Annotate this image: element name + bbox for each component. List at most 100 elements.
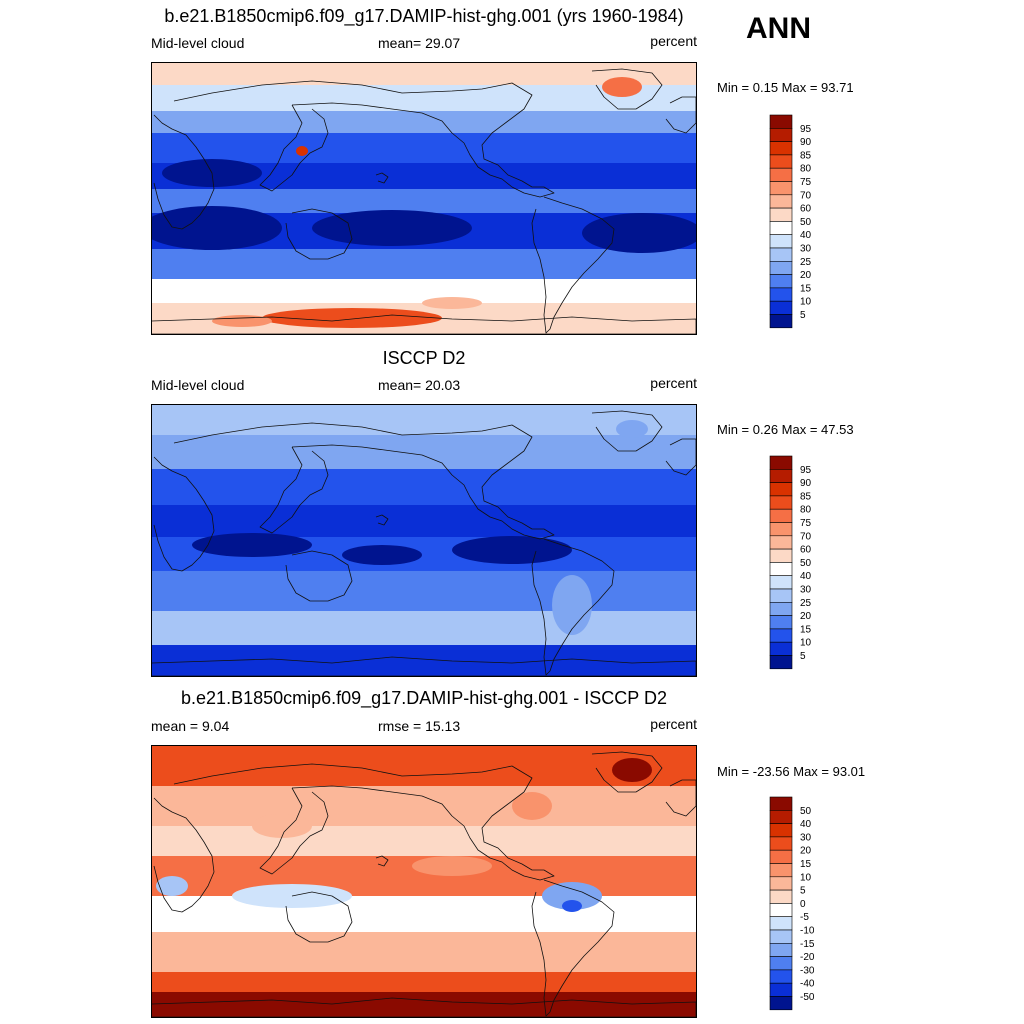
coastline [259, 104, 329, 192]
colorbar-label: 40 [800, 819, 812, 830]
contour-region [542, 882, 602, 910]
colorbar-label: 10 [800, 638, 812, 649]
contour-region [602, 77, 642, 97]
contour-band [152, 279, 696, 303]
contour-region [612, 758, 652, 782]
colorbar-label: 80 [800, 505, 812, 516]
coastline [285, 891, 353, 943]
colorbar-label: 20 [800, 270, 812, 281]
coastline [591, 68, 663, 110]
contour-region [252, 814, 312, 838]
panel-2-colorbar-svg: 95 90 85 80 75 70 60 50 40 30 25 20 15 10 5 [769, 455, 812, 670]
colorbar-box [769, 641, 793, 656]
panel-3-map-plot [152, 746, 696, 1017]
panel-3-map [151, 745, 697, 1018]
colorbar-label: 90 [800, 137, 812, 148]
colorbar-label: 40 [800, 571, 812, 582]
colorbar-box [769, 876, 793, 891]
colorbar-box [769, 508, 793, 523]
contour-region [156, 876, 188, 896]
panel-1-map-plot [152, 63, 696, 334]
colorbar-label: 80 [800, 164, 812, 175]
coastline [531, 879, 615, 1017]
coastline [152, 656, 696, 676]
panel-1-mean: mean= 29.07 [378, 35, 461, 51]
panel-1-variable: Mid-level cloud [151, 35, 245, 51]
colorbar-label: 50 [800, 217, 812, 228]
contour-region [582, 213, 696, 253]
colorbar-box [769, 181, 793, 196]
colorbar-box [769, 274, 793, 289]
panel-2-map-plot [152, 405, 696, 676]
colorbar-box [769, 863, 793, 878]
colorbar-box [769, 562, 793, 577]
colorbar-box [769, 982, 793, 997]
panel-1-units: percent [650, 33, 697, 49]
colorbar-box [769, 796, 793, 811]
coastline [153, 797, 215, 913]
colorbar-box [769, 628, 793, 643]
colorbar-label: -40 [800, 979, 815, 990]
panel-2-colorbar: 95 90 85 80 75 70 60 50 40 30 25 20 15 10 5 [769, 455, 840, 670]
contour-region [412, 856, 492, 876]
colorbar-label: 30 [800, 832, 812, 843]
coastline [259, 446, 329, 534]
coastline [173, 763, 555, 881]
contour-band [152, 405, 696, 435]
colorbar-label: -5 [800, 912, 809, 923]
contour-band [152, 786, 696, 826]
colorbar-box [769, 287, 793, 302]
contour-band [152, 826, 696, 856]
colorbar-box [769, 194, 793, 209]
colorbar-label: 60 [800, 545, 812, 556]
colorbar-box [769, 482, 793, 497]
contour-region [312, 210, 472, 246]
colorbar-label: -30 [800, 965, 815, 976]
colorbar-box [769, 903, 793, 918]
panel-2-variable: Mid-level cloud [151, 377, 245, 393]
colorbar-label: 15 [800, 859, 812, 870]
colorbar-label: 50 [800, 806, 812, 817]
colorbar-label: -15 [800, 939, 815, 950]
panel-3-mean: mean = 9.04 [151, 718, 230, 734]
colorbar-label: 5 [800, 886, 806, 897]
colorbar-box [769, 221, 793, 236]
panel-1-minmax: Min = 0.15 Max = 93.71 [717, 80, 854, 95]
contour-band [152, 111, 696, 133]
contour-band [152, 435, 696, 469]
coastline [152, 314, 696, 334]
colorbar-label: -10 [800, 926, 815, 937]
coastline [153, 456, 215, 572]
colorbar-box [769, 522, 793, 537]
coastline [173, 80, 555, 198]
coastline [285, 550, 353, 602]
coastline [285, 208, 353, 260]
colorbar-label: 0 [800, 899, 806, 910]
colorbar-label: 30 [800, 244, 812, 255]
colorbar-label: 50 [800, 558, 812, 569]
season-label: ANN [746, 12, 811, 45]
contour-region [296, 146, 308, 156]
contour-region [212, 315, 272, 327]
colorbar-box [769, 615, 793, 630]
colorbar-label: 25 [800, 257, 812, 268]
contour-band [152, 505, 696, 537]
colorbar-box [769, 300, 793, 315]
colorbar-label: 85 [800, 150, 812, 161]
coastline [375, 172, 389, 184]
panel-1-colorbar: 95 90 85 80 75 70 60 50 40 30 25 20 15 10 5 [769, 114, 840, 329]
colorbar-box [769, 943, 793, 957]
colorbar-label: 40 [800, 230, 812, 241]
contour-band [152, 896, 696, 932]
panel-2-title: ISCCP D2 [382, 348, 466, 368]
colorbar-label: 15 [800, 283, 812, 294]
contour-band [152, 249, 696, 279]
colorbar-label: 95 [800, 465, 812, 476]
contour-region [192, 533, 312, 557]
colorbar-box [769, 996, 793, 1011]
colorbar-box [769, 154, 793, 169]
colorbar-label: 5 [800, 651, 806, 662]
colorbar-box [769, 207, 793, 222]
coastline [152, 997, 696, 1017]
